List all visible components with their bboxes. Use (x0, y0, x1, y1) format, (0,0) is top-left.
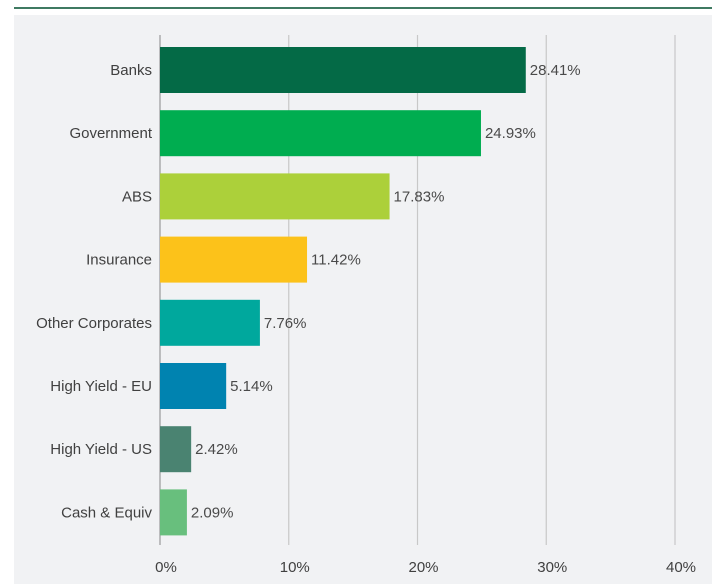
category-label: Other Corporates (36, 315, 152, 332)
category-label: Cash & Equiv (61, 504, 152, 521)
data-label: 24.93% (485, 125, 536, 142)
data-label: 11.42% (311, 252, 361, 269)
bars (160, 47, 526, 536)
bar (160, 363, 227, 409)
category-label: Banks (110, 62, 152, 79)
chart-panel: 0% 10% 20% 30% 40% Banks 28.41% Government 24.93… (14, 15, 712, 584)
labels: 0% 10% 20% 30% 40% Banks 28.41% Government 24.93… (36, 62, 696, 576)
data-label: 2.09% (191, 504, 234, 521)
bar (160, 110, 481, 157)
data-label: 17.83% (394, 188, 445, 205)
data-label: 7.76% (264, 315, 307, 332)
data-label: 28.41% (530, 62, 581, 79)
category-label: Government (69, 125, 152, 142)
category-label: Insurance (86, 252, 152, 269)
bar (160, 236, 308, 283)
x-tick-label: 10% (280, 559, 310, 576)
bar (160, 426, 192, 473)
top-divider (14, 7, 712, 9)
bar (160, 489, 187, 536)
data-label: 2.42% (195, 441, 238, 458)
category-label: ABS (122, 188, 152, 205)
bar-chart: 0% 10% 20% 30% 40% Banks 28.41% Government 24.93… (36, 35, 696, 576)
x-tick-label: 40% (666, 559, 696, 576)
x-tick-label: 20% (408, 559, 438, 576)
x-tick-label: 30% (537, 559, 567, 576)
x-tick-label: 0% (155, 559, 177, 576)
bar (160, 47, 526, 93)
bar (160, 299, 260, 346)
bar (160, 173, 390, 220)
category-label: High Yield - EU (50, 378, 152, 395)
category-label: High Yield - US (50, 441, 152, 458)
data-label: 5.14% (230, 378, 273, 395)
